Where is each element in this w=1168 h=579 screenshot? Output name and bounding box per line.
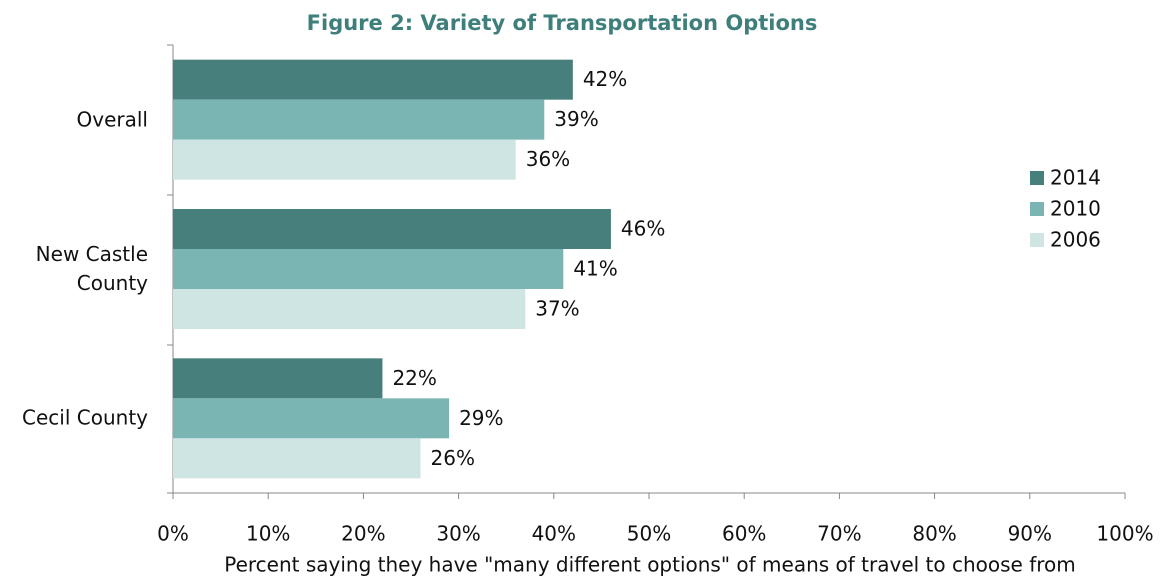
x-tick-label: 0% <box>157 522 189 546</box>
data-label: 42% <box>583 67 627 91</box>
bar <box>173 358 383 399</box>
bar <box>173 59 573 100</box>
bar <box>173 398 450 439</box>
legend-swatch <box>1030 202 1044 216</box>
data-label: 37% <box>535 297 579 321</box>
x-axis-label: Percent saying they have "many different… <box>224 553 1076 577</box>
legend-swatch <box>1030 233 1044 247</box>
legend-label: 2010 <box>1050 197 1101 221</box>
data-label: 46% <box>621 217 665 241</box>
x-tick-label: 10% <box>246 522 290 546</box>
x-tick-label: 100% <box>1096 522 1153 546</box>
bar <box>173 289 526 329</box>
chart-title: Figure 2: Variety of Transportation Opti… <box>307 11 818 35</box>
bar <box>173 99 545 140</box>
bar <box>173 438 421 479</box>
data-label: 26% <box>431 446 475 470</box>
x-tick-label: 40% <box>532 522 576 546</box>
data-label: 22% <box>392 366 436 390</box>
x-tick-label: 80% <box>912 522 956 546</box>
x-tick-label: 50% <box>627 522 671 546</box>
bar <box>173 139 516 180</box>
data-label: 36% <box>526 147 570 171</box>
bar <box>173 249 564 289</box>
bar <box>173 209 611 249</box>
data-label: 41% <box>573 257 617 281</box>
legend-label: 2014 <box>1050 166 1101 190</box>
category-label: New Castle County <box>35 242 148 295</box>
legend-swatch <box>1030 171 1044 185</box>
data-label: 29% <box>459 406 503 430</box>
x-tick-label: 60% <box>722 522 766 546</box>
x-tick-label: 90% <box>1008 522 1052 546</box>
x-tick-label: 30% <box>436 522 480 546</box>
data-label: 39% <box>554 107 598 131</box>
x-tick-label: 70% <box>817 522 861 546</box>
legend-label: 2006 <box>1050 228 1101 252</box>
category-label: Cecil County <box>22 405 148 430</box>
category-label: Overall <box>76 107 148 132</box>
x-tick-label: 20% <box>341 522 385 546</box>
